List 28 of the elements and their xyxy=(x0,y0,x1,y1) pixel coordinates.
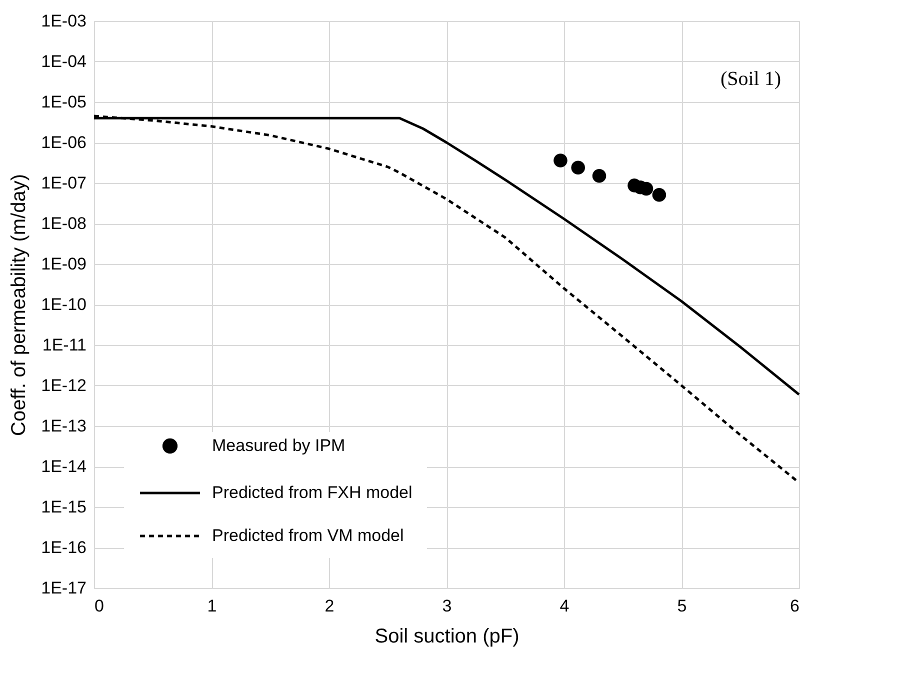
legend-label: Predicted from VM model xyxy=(212,526,404,545)
y-tick-label: 1E-13 xyxy=(41,416,86,436)
y-tick-label: 1E-10 xyxy=(41,295,86,314)
y-tick-label: 1E-09 xyxy=(41,254,86,274)
x-axis-title: Soil suction (pF) xyxy=(374,626,520,648)
y-tick-label: 1E-14 xyxy=(41,457,86,476)
annotation: (Soil 1) xyxy=(720,68,781,90)
y-tick-label: 1E-12 xyxy=(41,376,86,395)
x-tick-label: 6 xyxy=(790,596,800,616)
y-tick-label: 1E-11 xyxy=(42,336,86,354)
legend-label: Measured by IPM xyxy=(212,436,346,455)
y-axis-title: Coeff. of permeability (m/day) xyxy=(8,174,30,436)
y-tick-label: 1E-06 xyxy=(41,133,86,152)
x-tick-label: 4 xyxy=(560,596,570,616)
y-tick-label: 1E-03 xyxy=(41,12,86,30)
y-tick-label: 1E-16 xyxy=(41,538,86,557)
legend-label: Predicted from FXH model xyxy=(212,483,412,502)
x-tick-label: 5 xyxy=(677,596,687,616)
y-tick-label: 1E-07 xyxy=(41,174,86,192)
y-tick-label: 1E-04 xyxy=(41,52,86,71)
y-tick-label: 1E-08 xyxy=(41,214,86,233)
y-tick-label: 1E-17 xyxy=(41,578,86,598)
x-tick-label: 1 xyxy=(207,596,217,616)
y-tick-label: 1E-15 xyxy=(41,498,86,516)
x-tick-label: 3 xyxy=(442,596,452,616)
x-tick-label: 0 xyxy=(94,596,104,616)
y-tick-label: 1E-05 xyxy=(41,92,86,112)
x-tick-label: 2 xyxy=(324,596,334,616)
